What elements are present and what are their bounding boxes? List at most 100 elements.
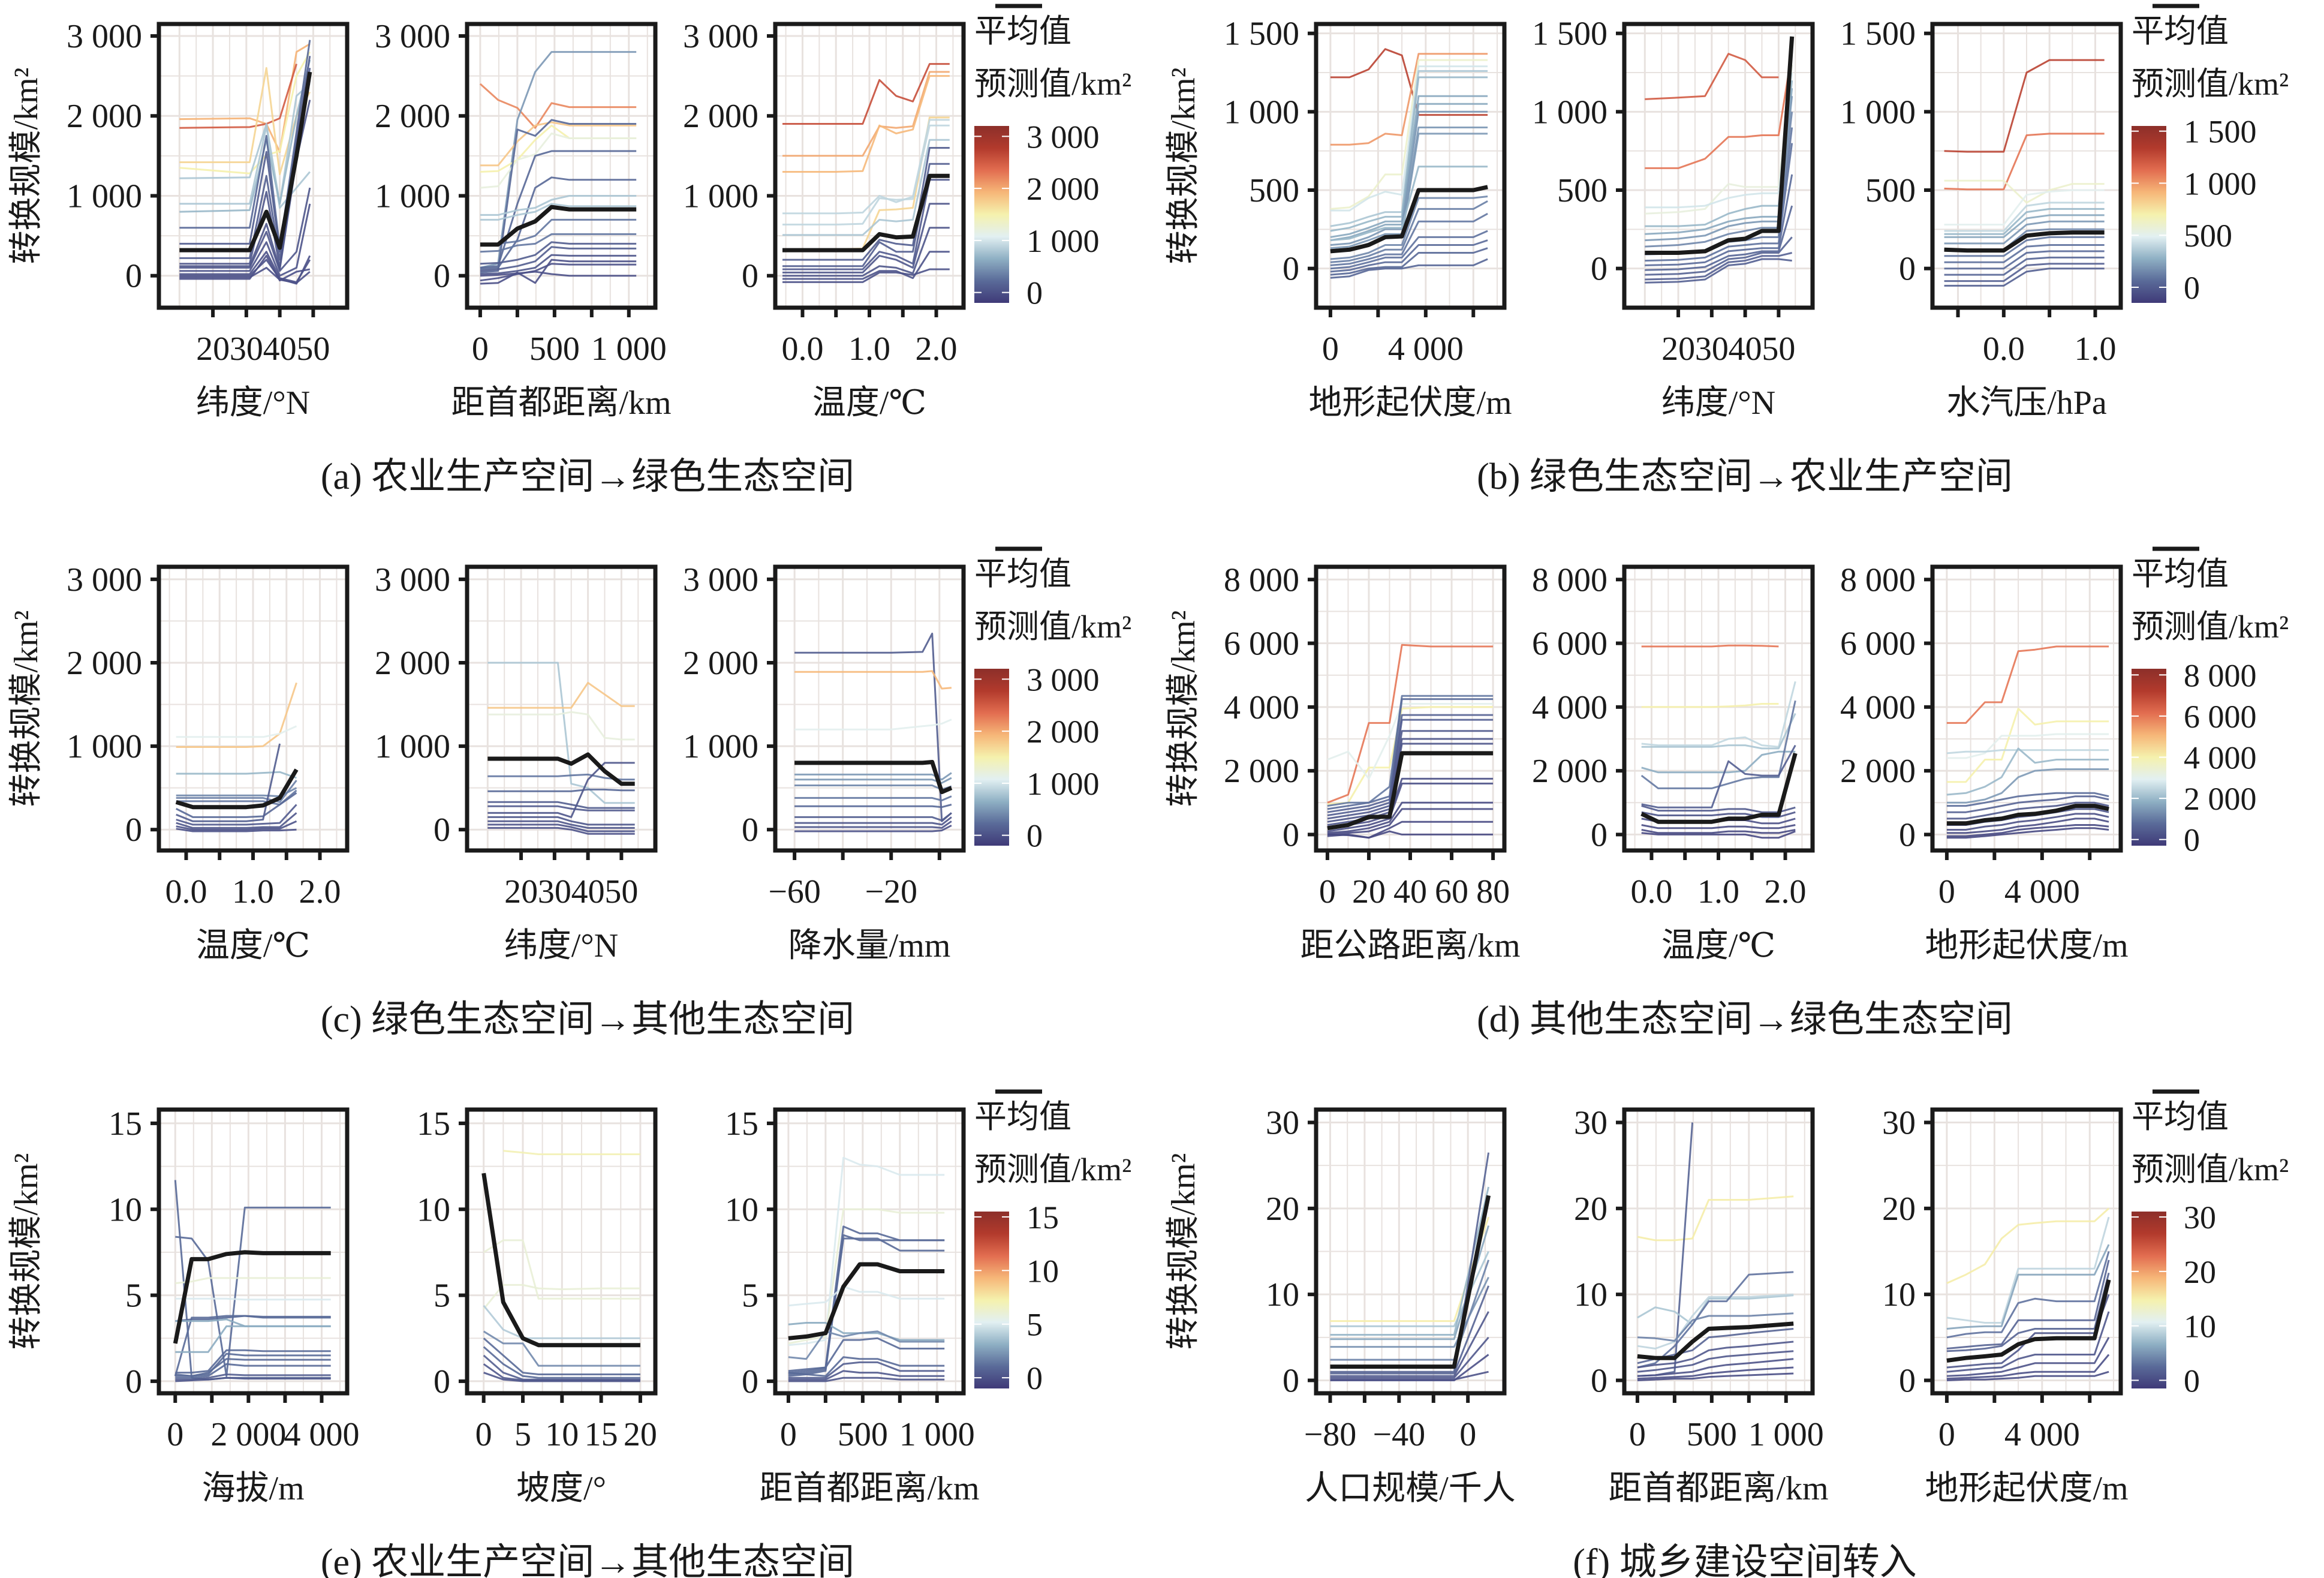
ice-line (487, 820, 635, 829)
ice-line (179, 51, 311, 175)
plot-frame (773, 1107, 966, 1396)
ice-line (175, 1297, 331, 1301)
ice-line (782, 139, 950, 236)
ice-line (1641, 644, 1779, 648)
legend-mean-label: 平均值 (2132, 1099, 2229, 1135)
y-tick-label: 1 000 (375, 178, 450, 215)
legend-mean-label: 平均值 (2132, 556, 2229, 592)
ice-line (487, 801, 635, 809)
x-axis-title: 地形起伏度/m (1925, 1470, 2128, 1507)
x-tick-label: 2.0 (1765, 873, 1807, 910)
ice-line (1641, 805, 1796, 813)
ice-line (480, 241, 637, 265)
ice-line (1637, 1271, 1794, 1369)
x-tick-label: 0 (472, 330, 489, 368)
x-tick-label: 0 (1938, 873, 1955, 910)
legend-pred-label: 预测值/km² (974, 1152, 1131, 1188)
subplot-d-1: 0 2 000 4 000 6 000 8 000 0 20 40 60 80 距公路距离/km (1224, 561, 1521, 964)
ice-line (1944, 256, 2105, 276)
ice-line (1946, 1207, 2110, 1284)
y-tick-label: 15 (417, 1105, 450, 1143)
ice-line (1327, 644, 1494, 804)
y-tick-label: 2 000 (375, 645, 450, 682)
panel-f: 转换规模/km² 0 10 20 30 −80 −40 0 人口规模/千人 0 10 20 30 0 500… (1165, 1089, 2289, 1578)
ice-line (794, 670, 952, 690)
panel-caption: (e) 农业生产空间→其他生态空间 (321, 1542, 854, 1578)
ice-line (1641, 824, 1796, 829)
panel-d: 转换规模/km² 0 2 000 4 000 6 000 8 000 0 20 40 60 80 距公… (1165, 546, 2289, 1040)
subplot-b-2: 0 500 1 000 1 500 20 30 40 50 纬度/°N (1532, 16, 1815, 422)
x-tick-label: 1.0 (1697, 873, 1739, 910)
ice-line (1645, 72, 1793, 209)
x-axis-title: 纬度/°N (1661, 384, 1775, 422)
ice-line (1641, 750, 1796, 774)
y-tick-label: 10 (725, 1191, 758, 1228)
ice-line (1946, 733, 2109, 759)
y-tick-label: 4 000 (1224, 689, 1299, 726)
subplot-f-1: 0 10 20 30 −80 −40 0 人口规模/千人 (1266, 1105, 1516, 1508)
ice-line (1641, 703, 1779, 708)
x-tick-label: 1.0 (848, 330, 890, 368)
plot-frame (156, 1107, 350, 1396)
ice-line (1944, 220, 2105, 245)
ice-line (483, 1239, 640, 1300)
ice-line (782, 251, 950, 280)
colorbar-tick-label: 20 (2184, 1254, 2216, 1290)
subplot-c-1: 0 1 000 2 000 3 000 0.0 1.0 2.0 温度/℃ (67, 561, 350, 964)
ice-line (1330, 1216, 1490, 1322)
y-tick-label: 0 (1283, 1363, 1299, 1400)
colorbar-tick-label: 1 000 (2184, 166, 2257, 202)
y-tick-label: 2 000 (1224, 753, 1299, 790)
ice-line (487, 762, 635, 818)
y-tick-label: 1 000 (1224, 94, 1299, 131)
x-tick-label: 4 000 (1388, 330, 1464, 368)
y-tick-label: 8 000 (1224, 561, 1299, 599)
ice-line (480, 176, 637, 270)
x-tick-label: −60 (768, 873, 821, 910)
ice-line (1946, 645, 2109, 724)
ice-line (1637, 1293, 1794, 1349)
mean-line (1637, 1321, 1794, 1360)
ice-line (1330, 212, 1488, 266)
legend-mean-label: 平均值 (974, 1099, 1071, 1135)
ice-line (179, 43, 311, 153)
legend-pred-label: 预测值/km² (974, 609, 1131, 645)
ice-line (1944, 263, 2105, 282)
ice-line (782, 147, 950, 261)
ice-line (487, 681, 635, 709)
y-tick-label: 0 (125, 258, 142, 295)
ice-line (1946, 749, 2109, 755)
ice-line (794, 820, 952, 829)
subplot-d-3: 0 2 000 4 000 6 000 8 000 0 4 000 地形起伏度/m (1840, 561, 2129, 964)
y-tick-label: 500 (1557, 172, 1607, 209)
x-axis-title: 距公路距离/km (1300, 927, 1520, 964)
x-axis-title: 降水量/mm (788, 927, 951, 964)
ice-line (1637, 1195, 1794, 1242)
y-tick-label: 0 (1283, 251, 1299, 288)
ice-line (483, 1346, 640, 1379)
x-tick-label: 50 (1762, 330, 1795, 368)
x-tick-label: 1 000 (899, 1416, 975, 1453)
mean-line (175, 768, 299, 810)
y-tick-label: 2 000 (67, 645, 142, 682)
ice-line (1946, 1337, 2110, 1377)
ice-line (503, 1150, 640, 1155)
ice-line (480, 233, 637, 253)
y-tick-label: 8 000 (1532, 561, 1607, 599)
legend-pred-label: 预测值/km² (2132, 1152, 2289, 1188)
y-tick-label: 5 (742, 1278, 758, 1315)
x-tick-label: 10 (545, 1416, 579, 1453)
y-tick-label: 20 (1574, 1191, 1607, 1228)
plot-frame (465, 564, 658, 853)
x-tick-label: 50 (296, 330, 330, 368)
ice-line (1330, 1225, 1490, 1340)
x-tick-label: 2.0 (916, 330, 958, 368)
y-tick-label: 0 (742, 811, 758, 849)
plot-frame (1314, 22, 1507, 310)
y-tick-label: 0 (1899, 251, 1916, 288)
plot-background (775, 567, 964, 850)
